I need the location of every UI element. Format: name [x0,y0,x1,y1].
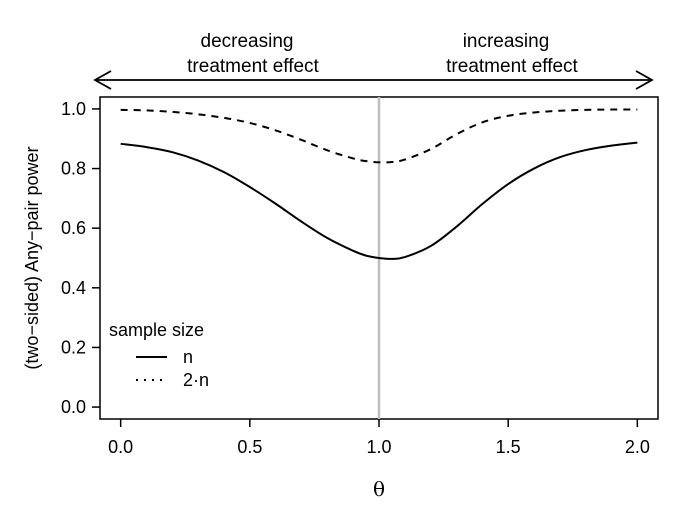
right-arrow-head [635,70,654,90]
series-lines [120,108,638,260]
annotation-decreasing-line1: decreasing [201,31,294,52]
legend-label-2n: 2·n [183,370,209,390]
y-tick-label: 0.8 [61,159,86,179]
x-axis-ticks: 0.0 0.5 1.0 1.5 2.0 [108,419,650,457]
x-tick-label: 1.5 [496,437,521,457]
y-tick-label: 0.0 [61,397,86,417]
y-tick-label: 0.4 [61,278,86,298]
x-tick-label: 1.0 [366,437,391,457]
annotation-increasing-line1: increasing [463,31,550,52]
legend-title: sample size [109,320,204,340]
series-line-n [120,141,638,260]
y-tick-label: 0.2 [61,337,86,357]
left-arrow-head [93,70,112,90]
annotation-increasing-line2: treatment effect [446,56,578,77]
x-axis-label: θ [373,477,385,501]
x-tick-label: 2.0 [625,437,650,457]
x-tick-label: 0.5 [237,437,262,457]
y-tick-label: 0.6 [61,218,86,238]
y-axis-label: (two−sided) Any−pair power [22,146,42,369]
legend: sample size n 2·n [109,320,209,390]
y-axis-ticks: 0.0 0.2 0.4 0.6 0.8 1.0 [61,99,100,417]
y-tick-label: 1.0 [61,99,86,119]
direction-arrows [93,70,654,90]
legend-label-n: n [183,347,193,367]
annotation-decreasing-line2: treatment effect [187,56,319,77]
series-line-2n [120,108,638,164]
x-tick-label: 0.0 [108,437,133,457]
